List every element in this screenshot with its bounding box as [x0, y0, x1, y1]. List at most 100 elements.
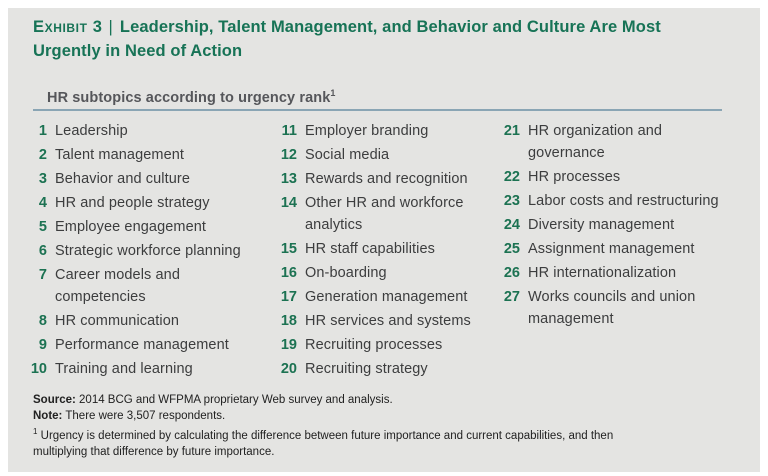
rank-list-item: 18 HR services and systems — [275, 310, 501, 332]
rank-label: Talent management — [55, 147, 185, 163]
rank-label: Diversity management — [528, 217, 675, 233]
note-text: There were 3,507 respondents. — [65, 410, 226, 422]
rank-list-item: 9 Performance management — [25, 334, 277, 356]
rank-list-item: 7 Career models and competencies — [25, 264, 277, 308]
rank-number: 16 — [280, 265, 297, 281]
rank-list-item: 1 Leadership — [25, 120, 277, 142]
rank-number: 7 — [38, 267, 47, 283]
rank-list-item: 19 Recruiting processes — [275, 334, 501, 356]
rank-list-item: 8 HR communication — [25, 310, 277, 332]
rank-list-item: 27 Works councils and union management — [498, 286, 740, 330]
rank-number: 9 — [38, 337, 47, 353]
rank-list-item: 21 HR organization and governance — [498, 120, 740, 164]
rank-number: 18 — [280, 313, 297, 329]
source-line: Source: 2014 BCG and WFPMA proprietary W… — [33, 392, 733, 408]
subtitle-footnote-marker: 1 — [330, 88, 336, 98]
rank-label: Behavior and culture — [55, 171, 190, 187]
rank-number: 20 — [280, 361, 297, 377]
header-divider-rule — [33, 109, 722, 111]
rank-list-item: 26 HR internationalization — [498, 262, 740, 284]
exhibit-footer: Source: 2014 BCG and WFPMA proprietary W… — [33, 392, 733, 460]
rank-list-item: 4 HR and people strategy — [25, 192, 277, 214]
rank-number: 25 — [503, 241, 520, 257]
note-line: Note: There were 3,507 respondents. — [33, 408, 733, 424]
rank-label: Assignment management — [528, 241, 695, 257]
rank-number: 26 — [503, 265, 520, 281]
rank-number: 3 — [38, 171, 47, 187]
rank-number: 14 — [280, 195, 297, 211]
rank-label: HR processes — [528, 169, 621, 185]
rank-number: 2 — [38, 147, 47, 163]
rank-label: HR staff capabilities — [305, 241, 435, 257]
rank-number: 1 — [38, 123, 47, 139]
rank-list-item: 16 On-boarding — [275, 262, 501, 284]
rank-label: Recruiting strategy — [305, 361, 428, 377]
rank-number: 12 — [280, 147, 297, 163]
rank-list-item: 17 Generation management — [275, 286, 501, 308]
rank-number: 10 — [30, 361, 47, 377]
rank-number: 13 — [280, 171, 297, 187]
list-subtitle: HR subtopics according to urgency rank1 — [47, 88, 336, 106]
rank-label: On-boarding — [305, 265, 387, 281]
rank-number: 23 — [503, 193, 520, 209]
exhibit-number-label: Exhibit 3 — [33, 18, 103, 36]
rank-number: 24 — [503, 217, 520, 233]
rank-list-item: 23 Labor costs and restructuring — [498, 190, 740, 212]
rank-list-item: 3 Behavior and culture — [25, 168, 277, 190]
rank-label: Other HR and workforce analytics — [305, 195, 464, 233]
rank-number: 22 — [503, 169, 520, 185]
rank-label: HR services and systems — [305, 313, 471, 329]
rank-number: 17 — [280, 289, 297, 305]
rank-list-item: 22 HR processes — [498, 166, 740, 188]
footnote-line: 1 Urgency is determined by calculating t… — [33, 424, 733, 460]
exhibit-title: Exhibit 3 | Leadership, Talent Management,… — [33, 15, 749, 63]
rank-label: Leadership — [55, 123, 128, 139]
rank-list-item: 24 Diversity management — [498, 214, 740, 236]
exhibit-panel: Exhibit 3 | Leadership, Talent Management,… — [8, 8, 760, 472]
rank-number: 4 — [38, 195, 47, 211]
rank-number: 15 — [280, 241, 297, 257]
rank-list-item: 11 Employer branding — [275, 120, 501, 142]
rank-list-item: 25 Assignment management — [498, 238, 740, 260]
rank-column-3: 21 HR organization and governance 22 HR … — [498, 120, 740, 332]
rank-label: Works councils and union management — [528, 289, 696, 327]
rank-label: Labor costs and restructuring — [528, 193, 719, 209]
source-text: 2014 BCG and WFPMA proprietary Web surve… — [79, 394, 393, 406]
rank-list-item: 15 HR staff capabilities — [275, 238, 501, 260]
rank-list-item: 6 Strategic workforce planning — [25, 240, 277, 262]
rank-number: 5 — [38, 219, 47, 235]
rank-number: 27 — [503, 289, 520, 305]
rank-label: Training and learning — [55, 361, 193, 377]
rank-label: Strategic workforce planning — [55, 243, 241, 259]
note-label: Note: — [33, 410, 63, 422]
rank-list-item: 12 Social media — [275, 144, 501, 166]
exhibit-title-line1: Exhibit 3 | Leadership, Talent Management,… — [33, 18, 661, 36]
rank-label: Rewards and recognition — [305, 171, 468, 187]
rank-list-item: 20 Recruiting strategy — [275, 358, 501, 380]
rank-list-item: 14 Other HR and workforce analytics — [275, 192, 501, 236]
rank-list-item: 5 Employee engagement — [25, 216, 277, 238]
title-text-part1: Leadership, Talent Management, and Behav… — [119, 18, 661, 36]
rank-label: Employer branding — [305, 123, 429, 139]
rank-number: 21 — [503, 123, 520, 139]
rank-number: 19 — [280, 337, 297, 353]
subtitle-text: HR subtopics according to urgency rank — [47, 89, 331, 106]
title-separator: | — [108, 18, 113, 36]
rank-label: Generation management — [305, 289, 468, 305]
footnote-text: Urgency is determined by calculating the… — [33, 429, 614, 458]
rank-label: HR and people strategy — [55, 195, 210, 211]
rank-list-item: 10 Training and learning — [25, 358, 277, 380]
footnote-marker: 1 — [33, 427, 38, 436]
rank-label: Career models and competencies — [55, 267, 181, 305]
rank-list-item: 2 Talent management — [25, 144, 277, 166]
rank-column-1: 1 Leadership 2 Talent management 3 Behav… — [25, 120, 277, 382]
rank-label: Employee engagement — [55, 219, 207, 235]
source-label: Source: — [33, 394, 76, 406]
rank-number: 8 — [38, 313, 47, 329]
rank-number: 11 — [281, 123, 297, 139]
exhibit-title-line2: Urgently in Need of Action — [33, 42, 243, 60]
rank-label: HR communication — [55, 313, 180, 329]
rank-label: Recruiting processes — [305, 337, 443, 353]
rank-label: Social media — [305, 147, 390, 163]
